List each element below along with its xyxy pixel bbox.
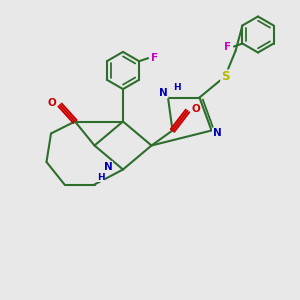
Text: N: N (159, 88, 168, 98)
Text: O: O (47, 98, 56, 109)
Text: H: H (173, 82, 181, 91)
Text: N: N (212, 128, 221, 139)
Text: H: H (97, 172, 104, 182)
Text: F: F (151, 53, 158, 63)
Text: F: F (224, 41, 232, 52)
Text: N: N (103, 161, 112, 172)
Text: O: O (191, 104, 200, 115)
Text: S: S (221, 70, 229, 83)
